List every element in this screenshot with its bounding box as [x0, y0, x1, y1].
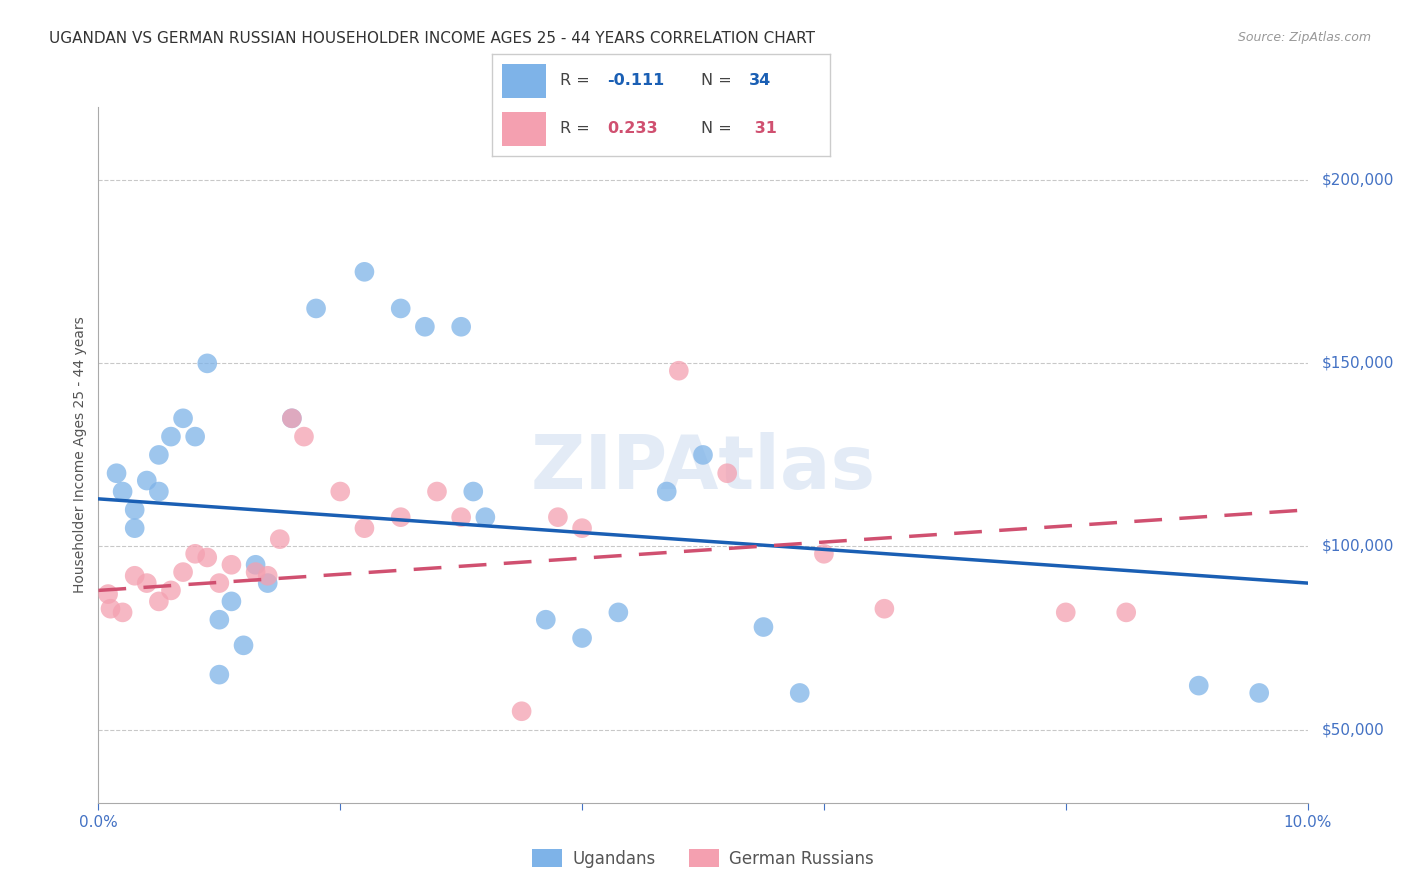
- Point: [873, 601, 896, 615]
- Point: [716, 467, 738, 481]
- Point: [571, 631, 593, 645]
- Text: N =: N =: [702, 121, 737, 136]
- Point: [124, 568, 146, 582]
- Text: 0.233: 0.233: [607, 121, 658, 136]
- Point: [450, 510, 472, 524]
- Point: [195, 356, 218, 370]
- Point: [135, 474, 157, 488]
- Point: [692, 448, 714, 462]
- Text: UGANDAN VS GERMAN RUSSIAN HOUSEHOLDER INCOME AGES 25 - 44 YEARS CORRELATION CHAR: UGANDAN VS GERMAN RUSSIAN HOUSEHOLDER IN…: [49, 31, 815, 46]
- Point: [172, 565, 194, 579]
- Point: [148, 594, 170, 608]
- Point: [1249, 686, 1271, 700]
- Point: [184, 547, 207, 561]
- Point: [450, 319, 472, 334]
- Point: [148, 484, 170, 499]
- Point: [292, 429, 315, 443]
- Text: $150,000: $150,000: [1322, 356, 1393, 371]
- Point: [353, 265, 375, 279]
- Point: [195, 550, 218, 565]
- Point: [813, 547, 835, 561]
- Point: [1054, 606, 1077, 620]
- FancyBboxPatch shape: [502, 64, 546, 97]
- Text: Source: ZipAtlas.com: Source: ZipAtlas.com: [1237, 31, 1371, 45]
- Point: [221, 558, 243, 572]
- Text: 34: 34: [748, 72, 770, 87]
- Point: [160, 583, 183, 598]
- Point: [655, 484, 678, 499]
- Legend: Ugandans, German Russians: Ugandans, German Russians: [526, 842, 880, 874]
- Text: $50,000: $50,000: [1322, 722, 1385, 737]
- FancyBboxPatch shape: [502, 112, 546, 145]
- Point: [135, 576, 157, 591]
- Point: [474, 510, 496, 524]
- Point: [97, 587, 120, 601]
- Point: [184, 429, 207, 443]
- Text: N =: N =: [702, 72, 737, 87]
- Point: [789, 686, 811, 700]
- Point: [208, 576, 231, 591]
- Point: [463, 484, 485, 499]
- Point: [105, 467, 128, 481]
- Y-axis label: Householder Income Ages 25 - 44 years: Householder Income Ages 25 - 44 years: [73, 317, 87, 593]
- Point: [510, 704, 533, 718]
- Text: 31: 31: [748, 121, 776, 136]
- Point: [1115, 606, 1137, 620]
- Point: [245, 565, 267, 579]
- Point: [1188, 679, 1211, 693]
- Point: [571, 521, 593, 535]
- Point: [389, 510, 412, 524]
- Point: [389, 301, 412, 316]
- Point: [160, 429, 183, 443]
- Point: [607, 606, 630, 620]
- Point: [124, 521, 146, 535]
- Text: $100,000: $100,000: [1322, 539, 1393, 554]
- Point: [172, 411, 194, 425]
- Point: [668, 364, 690, 378]
- Point: [281, 411, 304, 425]
- Point: [111, 484, 134, 499]
- Point: [256, 576, 278, 591]
- Text: R =: R =: [560, 72, 595, 87]
- Text: ZIPAtlas: ZIPAtlas: [530, 433, 876, 506]
- Point: [305, 301, 328, 316]
- Point: [281, 411, 304, 425]
- Text: R =: R =: [560, 121, 595, 136]
- Point: [148, 448, 170, 462]
- Point: [534, 613, 557, 627]
- Point: [426, 484, 449, 499]
- Point: [752, 620, 775, 634]
- Point: [208, 613, 231, 627]
- Point: [111, 606, 134, 620]
- Point: [100, 601, 122, 615]
- Point: [269, 532, 291, 546]
- Point: [547, 510, 569, 524]
- Text: $200,000: $200,000: [1322, 173, 1393, 188]
- Point: [232, 638, 254, 652]
- Point: [256, 568, 278, 582]
- Point: [221, 594, 243, 608]
- Point: [329, 484, 352, 499]
- Point: [413, 319, 436, 334]
- Point: [208, 667, 231, 681]
- Point: [245, 558, 267, 572]
- Text: -0.111: -0.111: [607, 72, 664, 87]
- Point: [353, 521, 375, 535]
- Point: [124, 503, 146, 517]
